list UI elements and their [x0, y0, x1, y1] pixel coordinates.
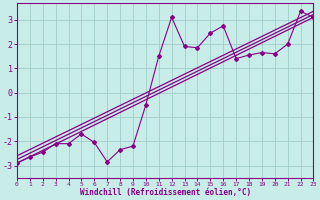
X-axis label: Windchill (Refroidissement éolien,°C): Windchill (Refroidissement éolien,°C) — [80, 188, 251, 197]
